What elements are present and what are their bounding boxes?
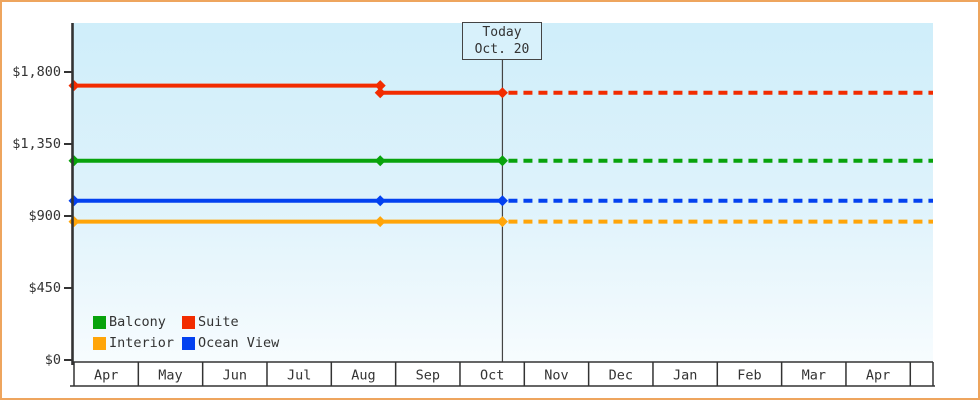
month-label: Feb (737, 368, 761, 384)
month-label: Oct (480, 368, 504, 384)
month-axis: Apr May Jun Jul Aug Sep Oct Nov Dec Jan Feb Mar Apr (70, 361, 935, 387)
price-point-marker (374, 195, 386, 207)
price-point-marker (496, 195, 508, 207)
month-label: Mar (802, 368, 826, 384)
legend-item-interior: Interior (93, 335, 182, 351)
month-label: Jan (673, 368, 697, 384)
balcony-color-swatch (93, 315, 106, 329)
month-label: Jun (223, 368, 247, 384)
today-annotation-box: Today Oct. 20 (462, 22, 542, 60)
price-point-marker (496, 87, 508, 99)
legend-label-suite: Suite (198, 314, 239, 330)
month-label: May (158, 368, 182, 384)
legend-label-ocean-view: Ocean View (198, 335, 280, 351)
y-tick-label: $0 (45, 352, 61, 368)
y-axis: $0 $450 $900 $1,350 $1,800 (12, 64, 73, 368)
series-ocean-view (68, 195, 933, 207)
month-label: Apr (94, 368, 118, 384)
price-point-marker (496, 216, 508, 228)
price-point-marker (374, 216, 386, 228)
legend-item-suite: Suite (182, 314, 279, 330)
chart-legend: Balcony Suite Interior Ocean View (93, 314, 280, 351)
month-label: Nov (544, 368, 568, 384)
today-label: Today (482, 25, 522, 40)
y-tick-label: $450 (28, 280, 61, 296)
today-date: Oct. 20 (474, 42, 530, 57)
y-tick-label: $900 (28, 208, 61, 224)
legend-label-balcony: Balcony (109, 314, 166, 330)
legend-label-interior: Interior (109, 335, 175, 351)
price-point-marker (496, 155, 508, 167)
month-label: Apr (866, 368, 890, 384)
price-point-marker (374, 87, 386, 99)
y-tick-label: $1,350 (12, 136, 61, 152)
suite-color-swatch (182, 315, 195, 329)
y-tick-label: $1,800 (12, 64, 61, 80)
month-label: Jul (287, 368, 311, 384)
interior-color-swatch (93, 336, 106, 350)
month-label: Aug (351, 368, 375, 384)
legend-item-balcony: Balcony (93, 314, 182, 330)
legend-item-ocean-view: Ocean View (182, 335, 280, 351)
price-point-marker (374, 80, 386, 92)
price-point-marker (374, 155, 386, 167)
month-label: Sep (416, 368, 440, 384)
month-label: Dec (609, 368, 633, 384)
ocean-view-color-swatch (182, 336, 195, 350)
